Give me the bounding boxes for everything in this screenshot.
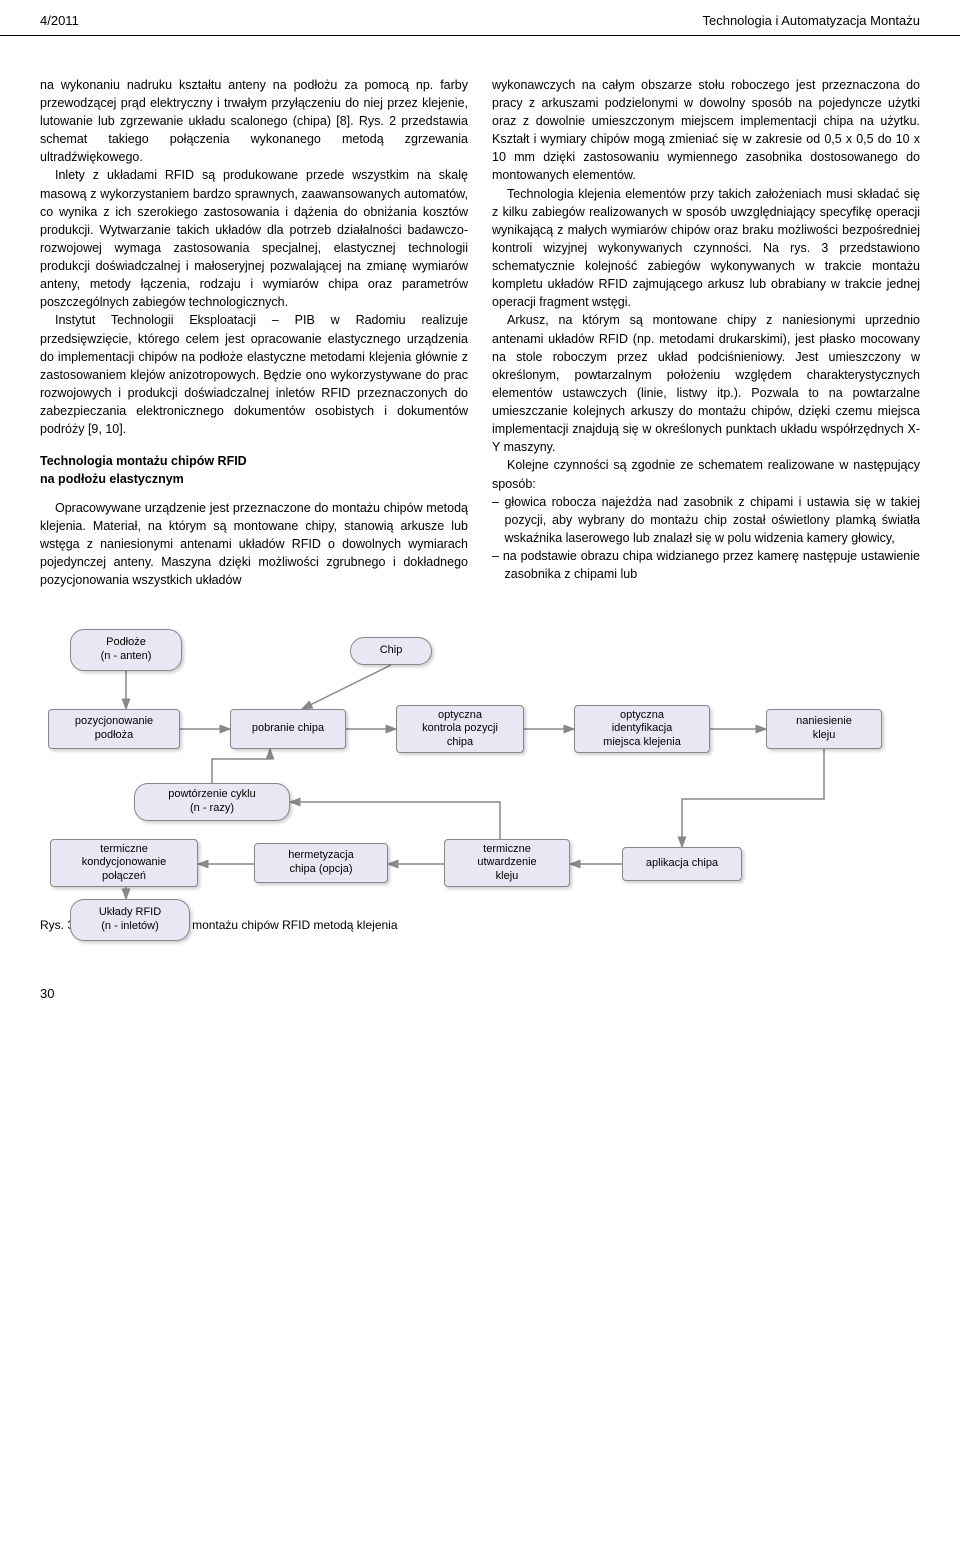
flowchart-node: termiczneutwardzeniekleju [444, 839, 570, 887]
para: Technologia klejenia elementów przy taki… [492, 185, 920, 312]
para: Arkusz, na którym są montowane chipy z n… [492, 311, 920, 456]
issue-number: 4/2011 [40, 12, 79, 31]
left-column: na wykonaniu nadruku kształtu anteny na … [40, 76, 468, 589]
flowchart-edge [302, 665, 391, 709]
journal-title: Technologia i Automatyzacja Montażu [702, 12, 920, 31]
flowchart-node: naniesieniekleju [766, 709, 882, 749]
page-number: 30 [0, 955, 960, 1028]
flowchart-node: Układy RFID(n - inletów) [70, 899, 190, 941]
page-header: 4/2011 Technologia i Automatyzacja Monta… [0, 0, 960, 36]
flowchart-node: pobranie chipa [230, 709, 346, 749]
flowchart-node: termicznekondycjonowaniepołączeń [50, 839, 198, 887]
para: Instytut Technologii Eksploatacji – PIB … [40, 311, 468, 438]
bullet-list: głowica robocza najeżdża nad zasobnik z … [492, 493, 920, 584]
para: Kolejne czynności są zgodnie ze schemate… [492, 456, 920, 492]
right-column: wykonawczych na całym obszarze stołu rob… [492, 76, 920, 589]
flowchart-node: optycznaidentyfikacjamiejsca klejenia [574, 705, 710, 753]
flowchart-edge [682, 749, 824, 847]
flowchart: Podłoże(n - anten) Chip pozycjonowaniepodł… [40, 619, 920, 899]
text-columns: na wykonaniu nadruku kształtu anteny na … [0, 36, 960, 609]
flowchart-node: powtórzenie cyklu(n - razy) [134, 783, 290, 821]
subheading: Technologia montażu chipów RFID na podło… [40, 452, 468, 488]
para: Inlety z układami RFID są produkowane pr… [40, 166, 468, 311]
para: na wykonaniu nadruku kształtu anteny na … [40, 76, 468, 167]
para: Opracowywane urządzenie jest przeznaczon… [40, 499, 468, 590]
flowchart-node: Podłoże(n - anten) [70, 629, 182, 671]
flowchart-node: hermetyzacjachipa (opcja) [254, 843, 388, 883]
flowchart-node: aplikacja chipa [622, 847, 742, 881]
flowchart-edge [290, 802, 500, 839]
flowchart-node: Chip [350, 637, 432, 665]
flowchart-node: optycznakontrola pozycjichipa [396, 705, 524, 753]
para: wykonawczych na całym obszarze stołu rob… [492, 76, 920, 185]
flowchart-node: pozycjonowaniepodłoża [48, 709, 180, 749]
flowchart-edge [212, 749, 270, 783]
figure-area: Podłoże(n - anten) Chip pozycjonowaniepodł… [0, 609, 960, 954]
list-item: na podstawie obrazu chipa widzianego prz… [492, 547, 920, 583]
list-item: głowica robocza najeżdża nad zasobnik z … [492, 493, 920, 547]
